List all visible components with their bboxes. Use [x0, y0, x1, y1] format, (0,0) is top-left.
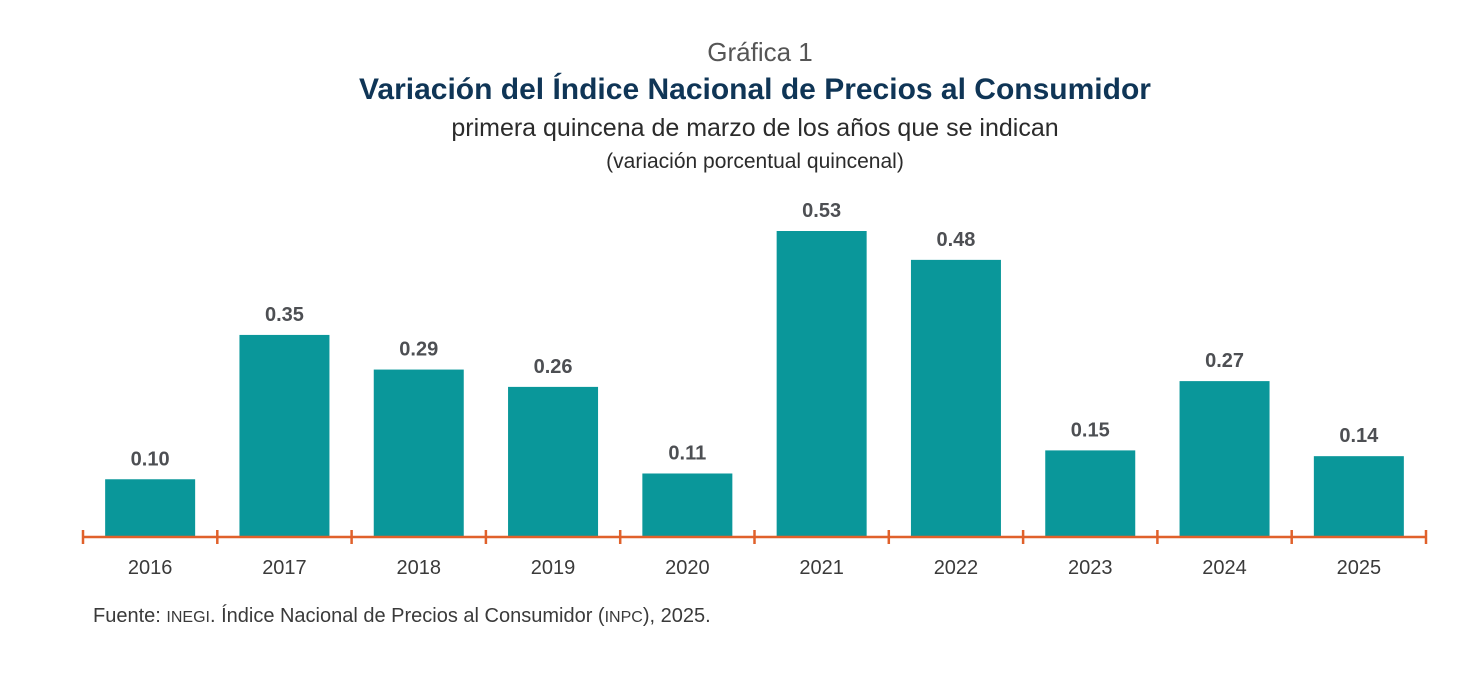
source-end: ), 2025.	[643, 605, 711, 627]
value-label-2020: 0.11	[668, 442, 706, 464]
bar-2016	[105, 479, 196, 537]
value-label-2017: 0.35	[265, 304, 304, 326]
value-label-2016: 0.10	[131, 448, 170, 470]
value-label-2023: 0.15	[1071, 419, 1110, 441]
x-tick-label-2017: 2017	[262, 557, 307, 579]
value-label-2025: 0.14	[1339, 425, 1379, 447]
bar-2021	[776, 231, 867, 537]
chart-kicker: Gráfica 1	[707, 37, 813, 67]
x-tick-label-2024: 2024	[1202, 557, 1247, 579]
bar-2024	[1179, 381, 1270, 537]
source-open-paren: (	[598, 605, 605, 627]
value-label-2024: 0.27	[1205, 350, 1244, 372]
x-tick-label-2020: 2020	[665, 557, 710, 579]
source-note: Fuente: INEGI. Índice Nacional de Precio…	[93, 604, 711, 627]
bar-2017	[239, 334, 330, 537]
value-label-2018: 0.29	[399, 339, 438, 361]
chart-subtitle: primera quincena de marzo de los años qu…	[451, 114, 1058, 142]
x-tick-label-2023: 2023	[1068, 557, 1113, 579]
value-label-2019: 0.26	[534, 356, 573, 378]
x-tick-label-2022: 2022	[934, 557, 979, 579]
x-tick-label-2021: 2021	[799, 557, 844, 579]
bar-2022	[910, 259, 1001, 537]
bar-2025	[1313, 456, 1404, 537]
bar-2018	[373, 369, 464, 537]
bar-2020	[642, 473, 733, 537]
chart-title: Variación del Índice Nacional de Precios…	[359, 72, 1151, 106]
source-org: INEGI	[166, 609, 210, 626]
source-middle: . Índice Nacional de Precios al Consumid…	[210, 604, 598, 627]
source-abbrev: INPC	[605, 609, 643, 626]
chart-unit: (variación porcentual quincenal)	[606, 150, 904, 173]
value-label-2022: 0.48	[936, 229, 975, 251]
bar-2023	[1045, 450, 1136, 537]
x-tick-label-2025: 2025	[1337, 557, 1382, 579]
x-tick-label-2016: 2016	[128, 557, 173, 579]
x-axis	[81, 530, 1428, 544]
value-label-2021: 0.53	[802, 200, 841, 222]
x-tick-label-2018: 2018	[397, 557, 442, 579]
x-tick-labels-layer: 2016 2017 2018 2019 2020 2021 2022 2023 2024 2025	[128, 557, 1381, 579]
value-labels-layer: 0.10 0.35 0.29 0.26 0.11 0.53 0.48 0.15 0.27 0.14	[131, 200, 1380, 470]
bars-layer	[105, 231, 1404, 537]
x-tick-label-2019: 2019	[531, 557, 576, 579]
source-prefix: Fuente:	[93, 605, 166, 627]
bar-2019	[508, 386, 599, 537]
